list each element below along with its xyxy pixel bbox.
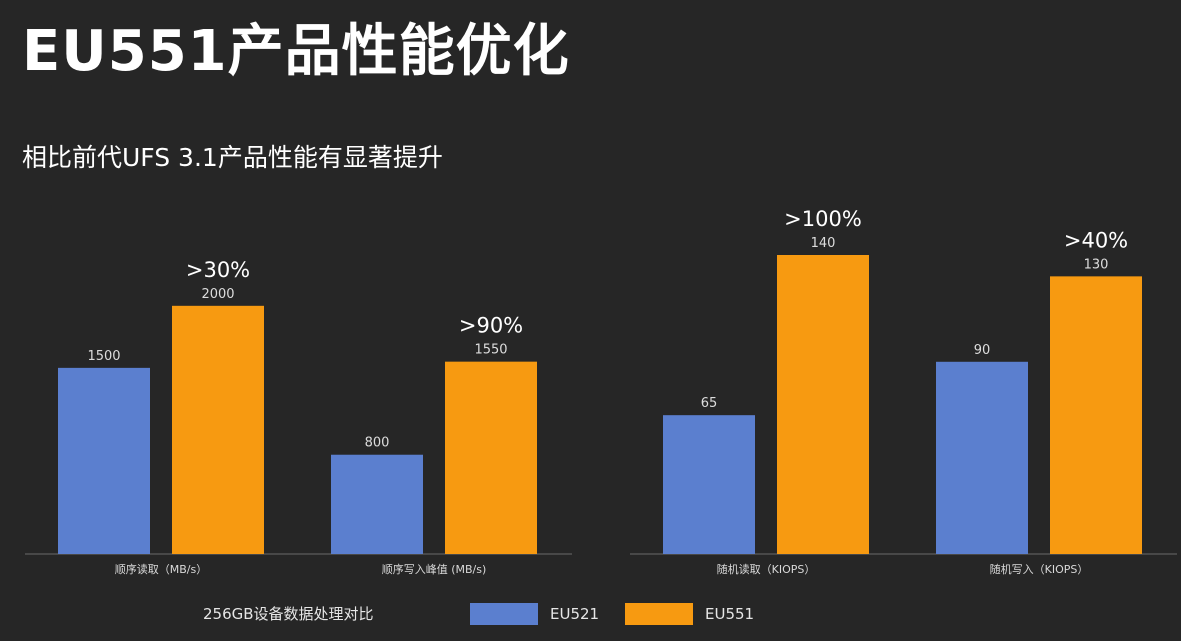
data-label: 800 bbox=[365, 436, 390, 451]
bar-eu551 bbox=[172, 305, 264, 554]
bar-eu521 bbox=[58, 367, 150, 554]
page-title: EU551产品性能优化 bbox=[22, 19, 570, 84]
bar-eu551 bbox=[777, 255, 869, 554]
data-label: 1550 bbox=[474, 343, 507, 358]
page-subtitle: 相比前代UFS 3.1产品性能有显著提升 bbox=[22, 143, 443, 172]
legend-item-eu551: EU551 bbox=[625, 603, 754, 625]
legend-swatch-eu551 bbox=[625, 603, 693, 625]
bar-eu551 bbox=[1050, 276, 1142, 554]
data-label: 90 bbox=[974, 343, 991, 358]
legend-label-eu521: EU521 bbox=[550, 605, 600, 623]
category-label: 顺序读取（MB/s） bbox=[115, 562, 207, 576]
data-label: 65 bbox=[701, 396, 718, 411]
data-label: 130 bbox=[1084, 257, 1109, 272]
growth-annotation: >30% bbox=[186, 258, 250, 282]
data-label: 2000 bbox=[201, 287, 234, 302]
bar-eu521 bbox=[936, 361, 1028, 554]
growth-annotation: >100% bbox=[784, 207, 862, 231]
growth-annotation: >40% bbox=[1064, 228, 1128, 252]
data-label: 140 bbox=[811, 236, 836, 251]
footer-note: 256GB设备数据处理对比 bbox=[203, 605, 374, 623]
legend-item-eu521: EU521 bbox=[470, 603, 599, 625]
category-label: 顺序写入峰值 (MB/s) bbox=[382, 562, 487, 576]
bar-eu551 bbox=[445, 361, 537, 554]
growth-annotation: >90% bbox=[459, 314, 523, 338]
bar-eu521 bbox=[663, 415, 755, 554]
category-label: 随机写入（KIOPS） bbox=[990, 562, 1089, 576]
legend-label-eu551: EU551 bbox=[705, 605, 755, 623]
category-label: 随机读取（KIOPS） bbox=[717, 562, 816, 576]
bar-eu521 bbox=[331, 454, 423, 554]
data-label: 1500 bbox=[87, 349, 120, 364]
legend-swatch-eu521 bbox=[470, 603, 538, 625]
